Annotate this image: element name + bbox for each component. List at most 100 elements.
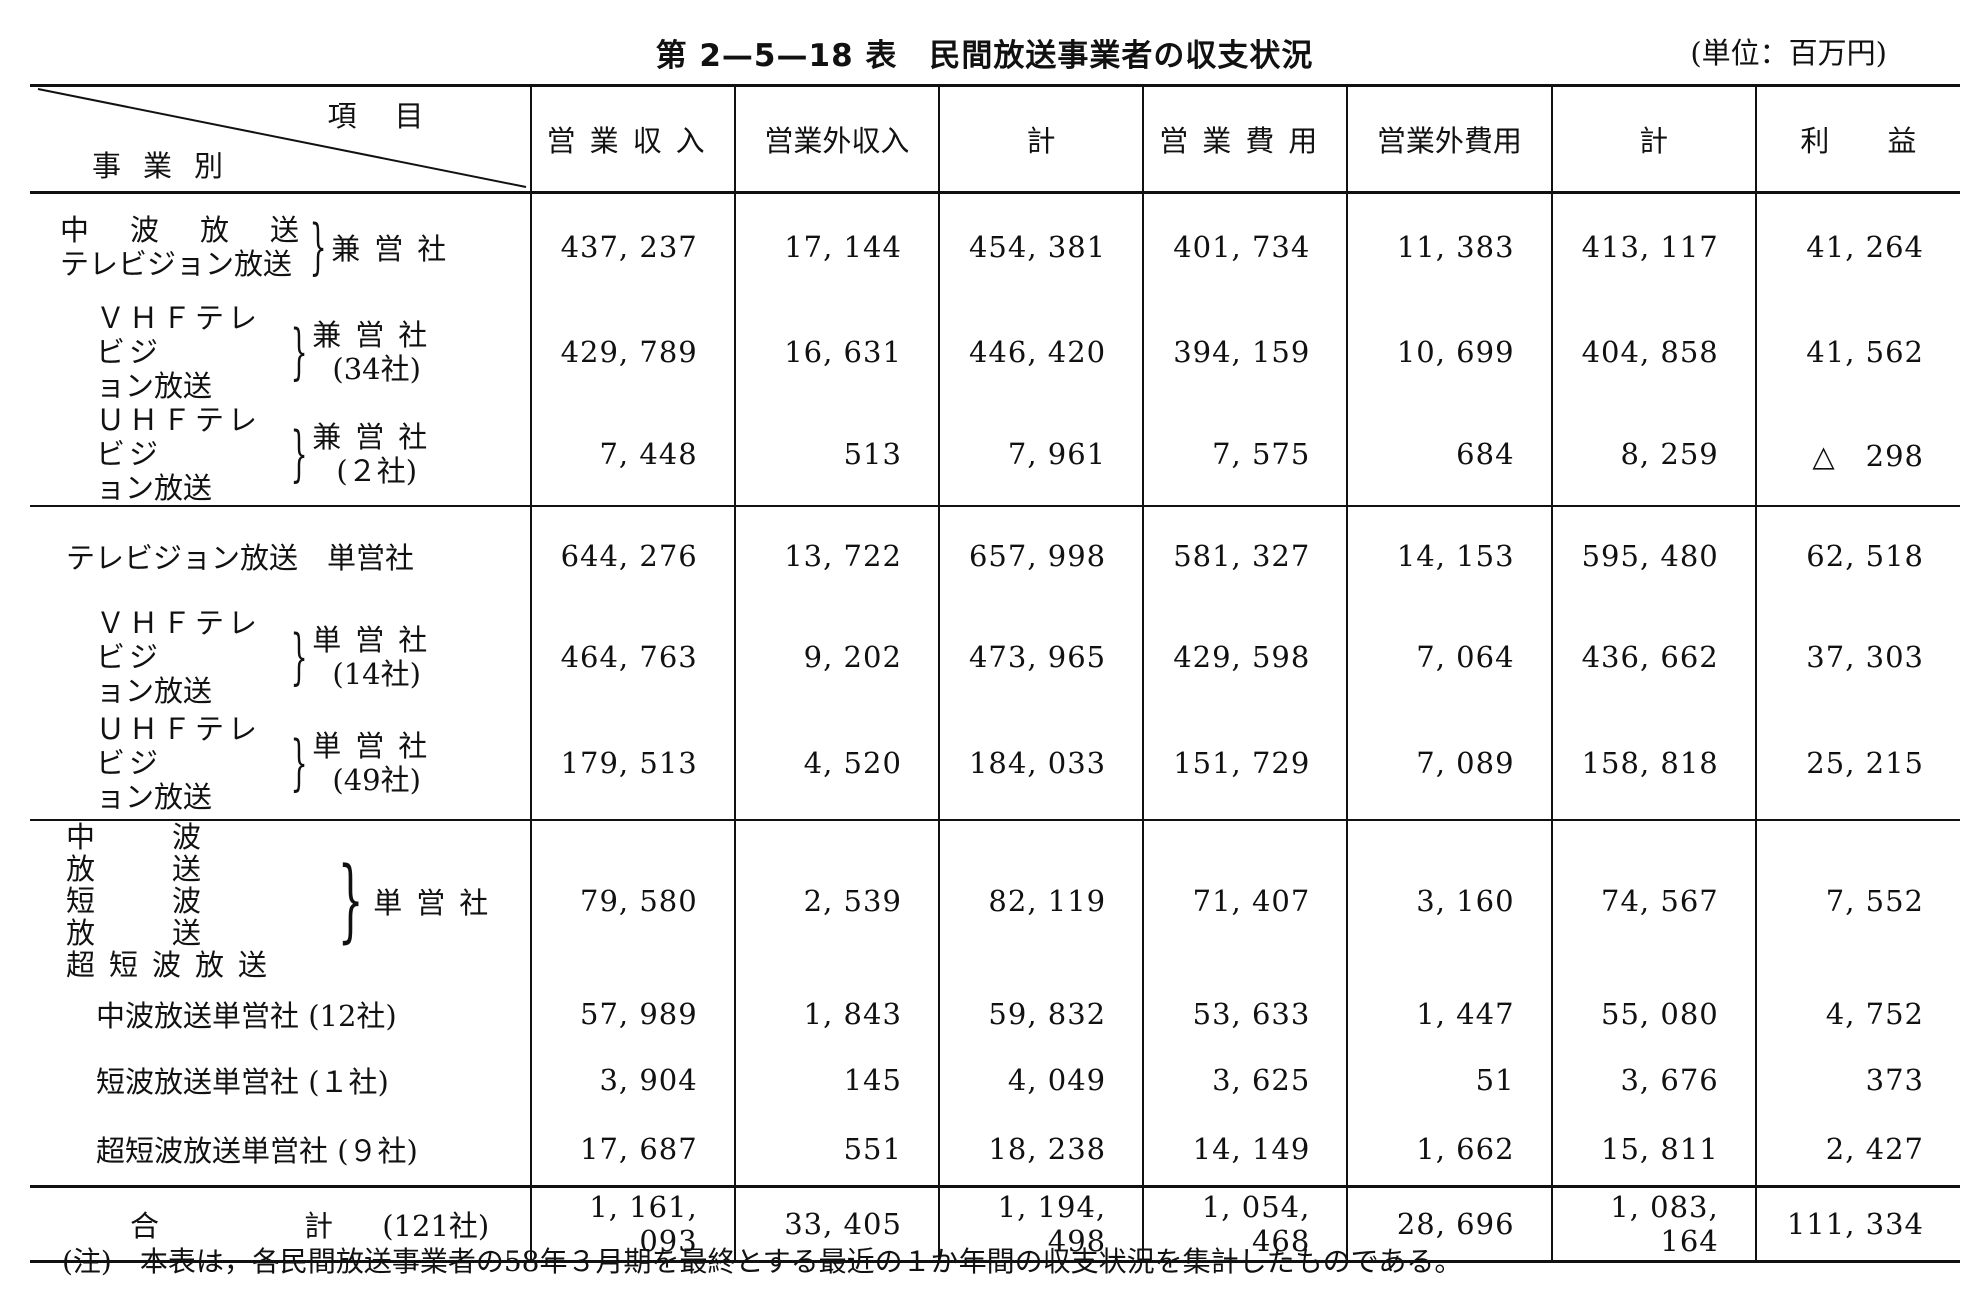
cell: 4, 752 — [1754, 980, 1960, 1047]
col-header-operating-revenue: 営業収入 — [529, 84, 735, 194]
cell: 2, 539 — [733, 818, 939, 981]
row-label-line1: ＵＨＦテレビジ — [96, 712, 262, 780]
total-cell: 1, 083, 164 — [1550, 1185, 1756, 1263]
cell: 25, 215 — [1754, 707, 1960, 820]
cell: 9, 202 — [733, 605, 939, 708]
cell: 644, 276 — [529, 504, 735, 606]
cell: 7, 575 — [1142, 402, 1348, 506]
total-cell: 1, 161, 093 — [529, 1185, 735, 1263]
brace-icon: } — [309, 212, 327, 283]
row-label: ＶＨＦテレビジ ョン放送 } 単営社 (14社) — [30, 606, 531, 708]
cell: 3, 160 — [1346, 818, 1552, 981]
col-header-profit: 利 益 — [1754, 84, 1960, 194]
cell: 473, 965 — [937, 605, 1144, 708]
row-label-line1: ＶＨＦテレビジ — [96, 605, 262, 674]
cell: 179, 513 — [529, 707, 735, 820]
cell: 684 — [1346, 402, 1552, 506]
total-cell: 111, 334 — [1754, 1185, 1960, 1263]
cell: 17, 144 — [733, 192, 939, 301]
cell: 4, 520 — [733, 707, 939, 820]
cell: 151, 729 — [1142, 707, 1348, 820]
brace-icon: } — [290, 728, 308, 798]
cell: 51 — [1346, 1046, 1552, 1113]
table-row: ＵＨＦテレビジ ョン放送 } 兼営社 (２社) 7, 448 513 7, 96… — [30, 402, 1960, 506]
row-label-type: 兼営社 — [312, 419, 442, 454]
cell: 11, 383 — [1346, 192, 1552, 301]
cell: 446, 420 — [937, 300, 1144, 403]
cell: 62, 518 — [1754, 504, 1960, 606]
brace-icon: } — [337, 847, 364, 953]
row-label-line2: ョン放送 — [96, 368, 213, 403]
row-label: 中 波 放 送 テレビジョン放送 } 兼営社 — [30, 193, 531, 301]
row-label-type: 単営社 — [312, 622, 442, 657]
footnote: (注) 本表は，各民間放送事業者の58年３月期を最終とする最近の１か年間の収支状… — [62, 1245, 1463, 1278]
cell: 13, 722 — [733, 504, 939, 606]
cell: 41, 264 — [1754, 192, 1960, 301]
row-label: 中 波 放 送 短 波 放 送 超短波放送 } 単営社 — [30, 818, 531, 981]
table-row: 中 波 放 送 短 波 放 送 超短波放送 } 単営社 79, 580 2, 5… — [30, 818, 1960, 981]
row-label-line1: 中波放送単営社 (12社) — [96, 998, 397, 1033]
row-label: ＵＨＦテレビジ ョン放送 } 単営社 (49社) — [30, 708, 531, 820]
row-label: 中波放送単営社 (12社) — [30, 981, 531, 1047]
row-label: 短波放送単営社 (１社) — [30, 1047, 531, 1113]
total-cell: 28, 696 — [1346, 1185, 1552, 1263]
col-header-revenue-total: 計 — [937, 84, 1144, 194]
row-label-line1: テレビジョン放送 単営社 — [66, 541, 415, 575]
row-label-type: 兼営社 — [312, 317, 442, 352]
col-header-nonoperating-expense: 営業外費用 — [1346, 84, 1552, 194]
row-label-line1: 中 波 放 送 — [60, 213, 306, 248]
total-row: 合 計 (121社) 1, 161, 093 33, 405 1, 194, 4… — [30, 1185, 1960, 1263]
table-row: 超短波放送単営社 (９社) 17, 687 551 18, 238 14, 14… — [30, 1112, 1960, 1187]
cell: 7, 552 — [1754, 818, 1960, 981]
cell: 74, 567 — [1550, 818, 1756, 981]
col-header-expense-total: 計 — [1550, 84, 1756, 194]
header-row: 項目 事業別 営業収入 営業外収入 計 営業費用 営業外費用 計 利 益 — [30, 84, 1960, 194]
cell: 373 — [1754, 1046, 1960, 1113]
cell: 7, 448 — [529, 402, 735, 506]
table-row: 短波放送単営社 (１社) 3, 904 145 4, 049 3, 625 51… — [30, 1046, 1960, 1113]
cell: 595, 480 — [1550, 504, 1756, 606]
cell: 657, 998 — [937, 504, 1144, 606]
table-row: ＵＨＦテレビジ ョン放送 } 単営社 (49社) 179, 513 4, 520… — [30, 707, 1960, 820]
row-label-line1: 短波放送単営社 (１社) — [96, 1064, 389, 1099]
cell: 158, 818 — [1550, 707, 1756, 820]
cell: 18, 238 — [937, 1112, 1144, 1187]
cell: 14, 153 — [1346, 504, 1552, 606]
cell: 3, 904 — [529, 1046, 735, 1113]
cell: 436, 662 — [1550, 605, 1756, 708]
row-label-line1: 中 波 放 送 — [66, 819, 279, 886]
cell: 513 — [733, 402, 939, 506]
row-label-count: (49社) — [332, 763, 421, 797]
table-row: 中 波 放 送 テレビジョン放送 } 兼営社 437, 237 17, 144 … — [30, 192, 1960, 301]
row-label-count: (14社) — [332, 656, 421, 691]
row-label: テレビジョン放送 単営社 — [30, 504, 531, 606]
cell: 57, 989 — [529, 980, 735, 1047]
cell: 184, 033 — [937, 707, 1144, 820]
row-label-type: 単営社 — [373, 885, 503, 920]
cell: 401, 734 — [1142, 192, 1348, 301]
table-row: ＶＨＦテレビジ ョン放送 } 単営社 (14社) 464, 763 9, 202… — [30, 605, 1960, 708]
row-label-count: (34社) — [332, 351, 421, 386]
table-row: テレビジョン放送 単営社 644, 276 13, 722 657, 998 5… — [30, 504, 1960, 606]
row-label-count: (２社) — [336, 453, 418, 488]
cell: 404, 858 — [1550, 300, 1756, 403]
row-label-line2: ョン放送 — [96, 470, 213, 505]
row-label-line1: ＶＨＦテレビジ — [96, 300, 262, 369]
cell: 3, 676 — [1550, 1046, 1756, 1113]
cell: 437, 237 — [529, 192, 735, 301]
total-cell: 33, 405 — [733, 1185, 939, 1263]
col-header-operating-expense: 営業費用 — [1142, 84, 1348, 194]
cell: 413, 117 — [1550, 192, 1756, 301]
cell: 59, 832 — [937, 980, 1144, 1047]
brace-icon: } — [290, 316, 308, 387]
row-label-type: 兼営社 — [331, 232, 461, 267]
cell: 7, 089 — [1346, 707, 1552, 820]
cell: 454, 381 — [937, 192, 1144, 301]
cell: 71, 407 — [1142, 818, 1348, 981]
cell: 15, 811 — [1550, 1112, 1756, 1187]
header-item-label: 項目 — [327, 99, 462, 133]
cell: 41, 562 — [1754, 300, 1960, 403]
cell: △ 298 — [1754, 402, 1960, 506]
total-count: (121社) — [382, 1209, 490, 1243]
cell: 7, 961 — [937, 402, 1144, 506]
